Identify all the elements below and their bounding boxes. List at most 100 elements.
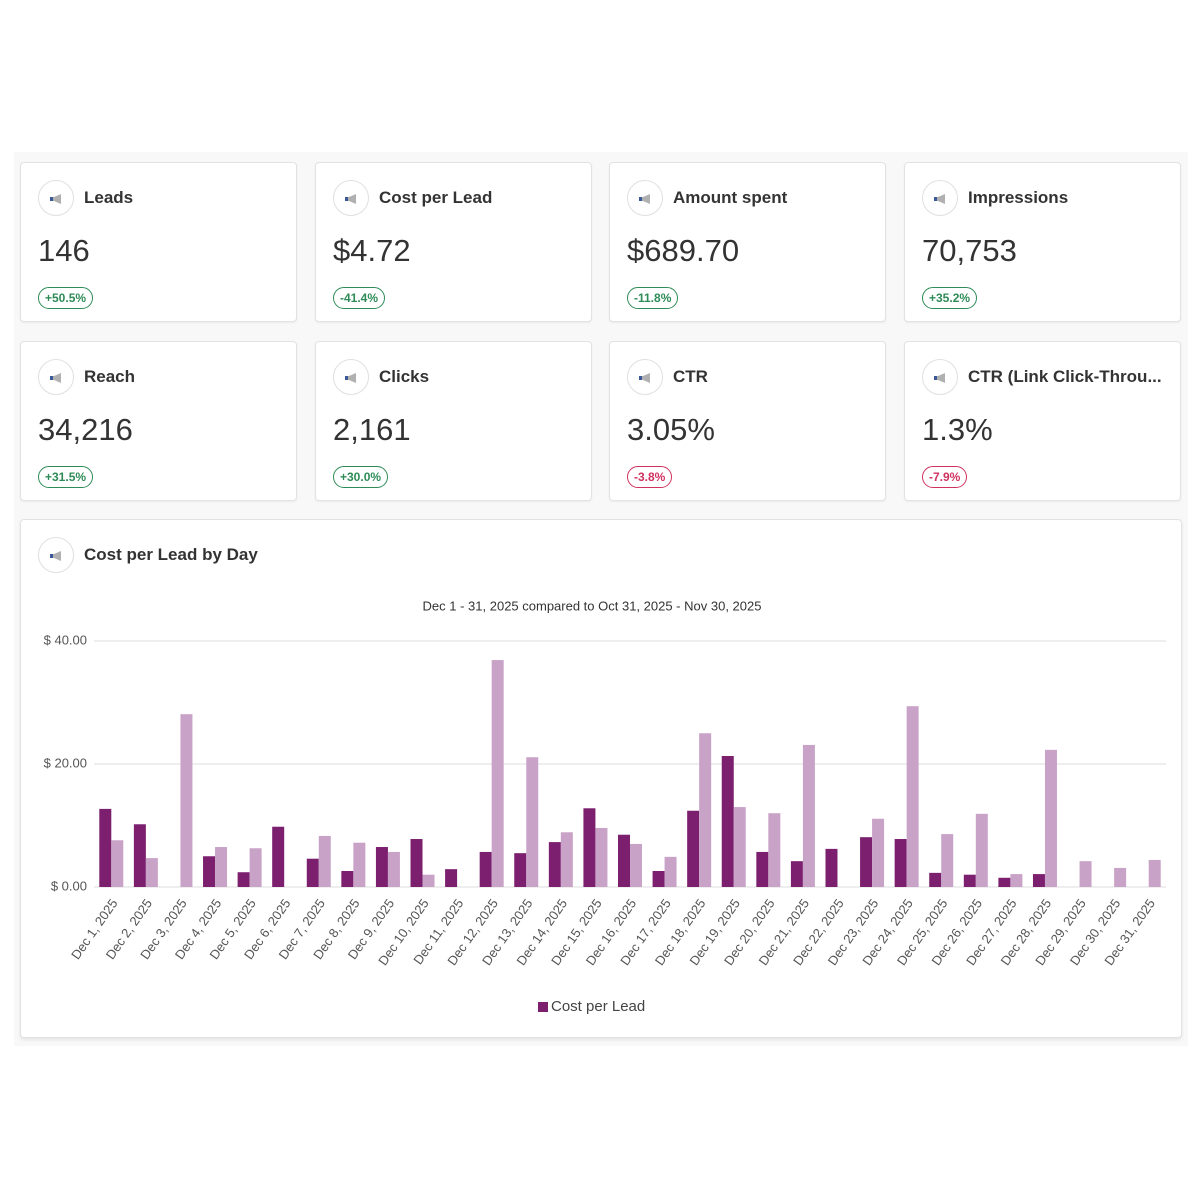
icon: [38, 359, 74, 395]
card-value: 3.05%: [627, 412, 715, 447]
icon: [38, 180, 74, 216]
bar: [306, 858, 319, 887]
card-title: Cost per Lead: [379, 188, 493, 207]
bar: [1010, 874, 1023, 887]
kpi-card: Impressions 70,753 +35.2%: [904, 162, 1181, 322]
icon: [333, 180, 369, 216]
bar: [652, 871, 665, 887]
card-title: Clicks: [379, 367, 430, 386]
change-badge: +31.5%: [38, 466, 94, 488]
bar: [215, 847, 228, 887]
bar: [548, 842, 561, 887]
bar: [998, 877, 1011, 887]
bar: [145, 858, 158, 887]
change-badge: +35.2%: [922, 287, 978, 309]
icon: [333, 359, 369, 395]
kpi-card: CTR 3.05% -3.8%: [609, 341, 886, 501]
legend-swatch: [538, 1002, 548, 1012]
card-title: Amount spent: [673, 188, 788, 207]
card-value: $689.70: [627, 233, 740, 268]
kpi-card: Clicks 2,161 +30.0%: [315, 341, 592, 501]
icon: [38, 537, 74, 573]
bar: [1114, 867, 1127, 887]
bar: [790, 861, 803, 887]
chart-title: Cost per Lead by Day: [84, 545, 258, 564]
legend-label: Cost per Lead: [551, 998, 645, 1015]
bar: [595, 827, 608, 887]
bar: [1044, 749, 1057, 887]
bar: [583, 808, 596, 887]
bar: [318, 835, 331, 887]
bar: [872, 818, 885, 887]
card-value: 70,753: [922, 233, 1017, 268]
bar: [514, 853, 527, 887]
kpi-card: CTR (Link Click-Throu... 1.3% -7.9%: [904, 341, 1181, 501]
bar: [560, 832, 573, 887]
bar: [353, 842, 366, 887]
bar: [133, 824, 146, 887]
bar: [249, 848, 262, 887]
bar: [721, 756, 734, 887]
change-badge: -3.8%: [627, 466, 673, 488]
card-title: Impressions: [968, 188, 1069, 207]
bar: [272, 826, 285, 887]
kpi-card: Reach 34,216 +31.5%: [20, 341, 297, 501]
card-value: $4.72: [333, 233, 411, 268]
y-tick-label: $ 20.00: [44, 755, 87, 770]
bar: [99, 808, 112, 887]
card-title: Reach: [84, 367, 136, 386]
bar: [894, 839, 907, 887]
bar: [111, 840, 124, 887]
change-badge: +50.5%: [38, 287, 94, 309]
card-value: 2,161: [333, 412, 411, 447]
bar: [203, 856, 216, 887]
icon: [922, 359, 958, 395]
kpi-card: Amount spent $689.70 -11.8%: [609, 162, 886, 322]
kpi-card: Leads 146 +50.5%: [20, 162, 297, 322]
bar: [756, 851, 769, 887]
bar: [802, 744, 815, 887]
bar: [664, 856, 677, 887]
bar: [526, 757, 539, 887]
bar: [445, 869, 458, 887]
y-tick-label: $ 40.00: [44, 632, 87, 647]
bar: [975, 813, 988, 887]
bar: [699, 733, 712, 887]
chart: Dec 1 - 31, 2025 compared to Oct 31, 202…: [44, 598, 1166, 1015]
card-title: CTR (Link Click-Throu...: [968, 367, 1162, 386]
bar: [422, 874, 435, 887]
card-value: 146: [38, 233, 90, 268]
bar: [1148, 859, 1161, 887]
bar: [630, 843, 642, 887]
bar: [618, 834, 630, 887]
card-title: Leads: [84, 188, 134, 207]
bar: [929, 872, 942, 887]
change-badge: -7.9%: [922, 466, 968, 488]
change-badge: -11.8%: [627, 287, 679, 309]
bar: [963, 874, 976, 887]
card-value: 1.3%: [922, 412, 993, 447]
icon: [627, 359, 663, 395]
bar: [387, 851, 400, 887]
bar: [410, 839, 423, 887]
bar: [825, 848, 838, 887]
bar: [860, 837, 873, 887]
bar: [941, 834, 954, 887]
bar: [733, 807, 746, 887]
chart-subtitle: Dec 1 - 31, 2025 compared to Oct 31, 202…: [423, 598, 762, 613]
chart-card: Cost per Lead by Day Dec 1 - 31, 2025 co…: [20, 519, 1182, 1038]
icon: [627, 180, 663, 216]
kpi-card: Cost per Lead $4.72 -41.4%: [315, 162, 592, 322]
bar: [1079, 861, 1092, 887]
bar: [906, 706, 919, 887]
y-tick-label: $ 0.00: [51, 878, 87, 893]
bar: [375, 847, 388, 887]
card-title: CTR: [673, 367, 708, 386]
bar: [341, 871, 354, 887]
bar: [768, 813, 781, 887]
change-badge: +30.0%: [333, 466, 389, 488]
bar: [237, 872, 250, 887]
card-value: 34,216: [38, 412, 133, 447]
icon: [922, 180, 958, 216]
